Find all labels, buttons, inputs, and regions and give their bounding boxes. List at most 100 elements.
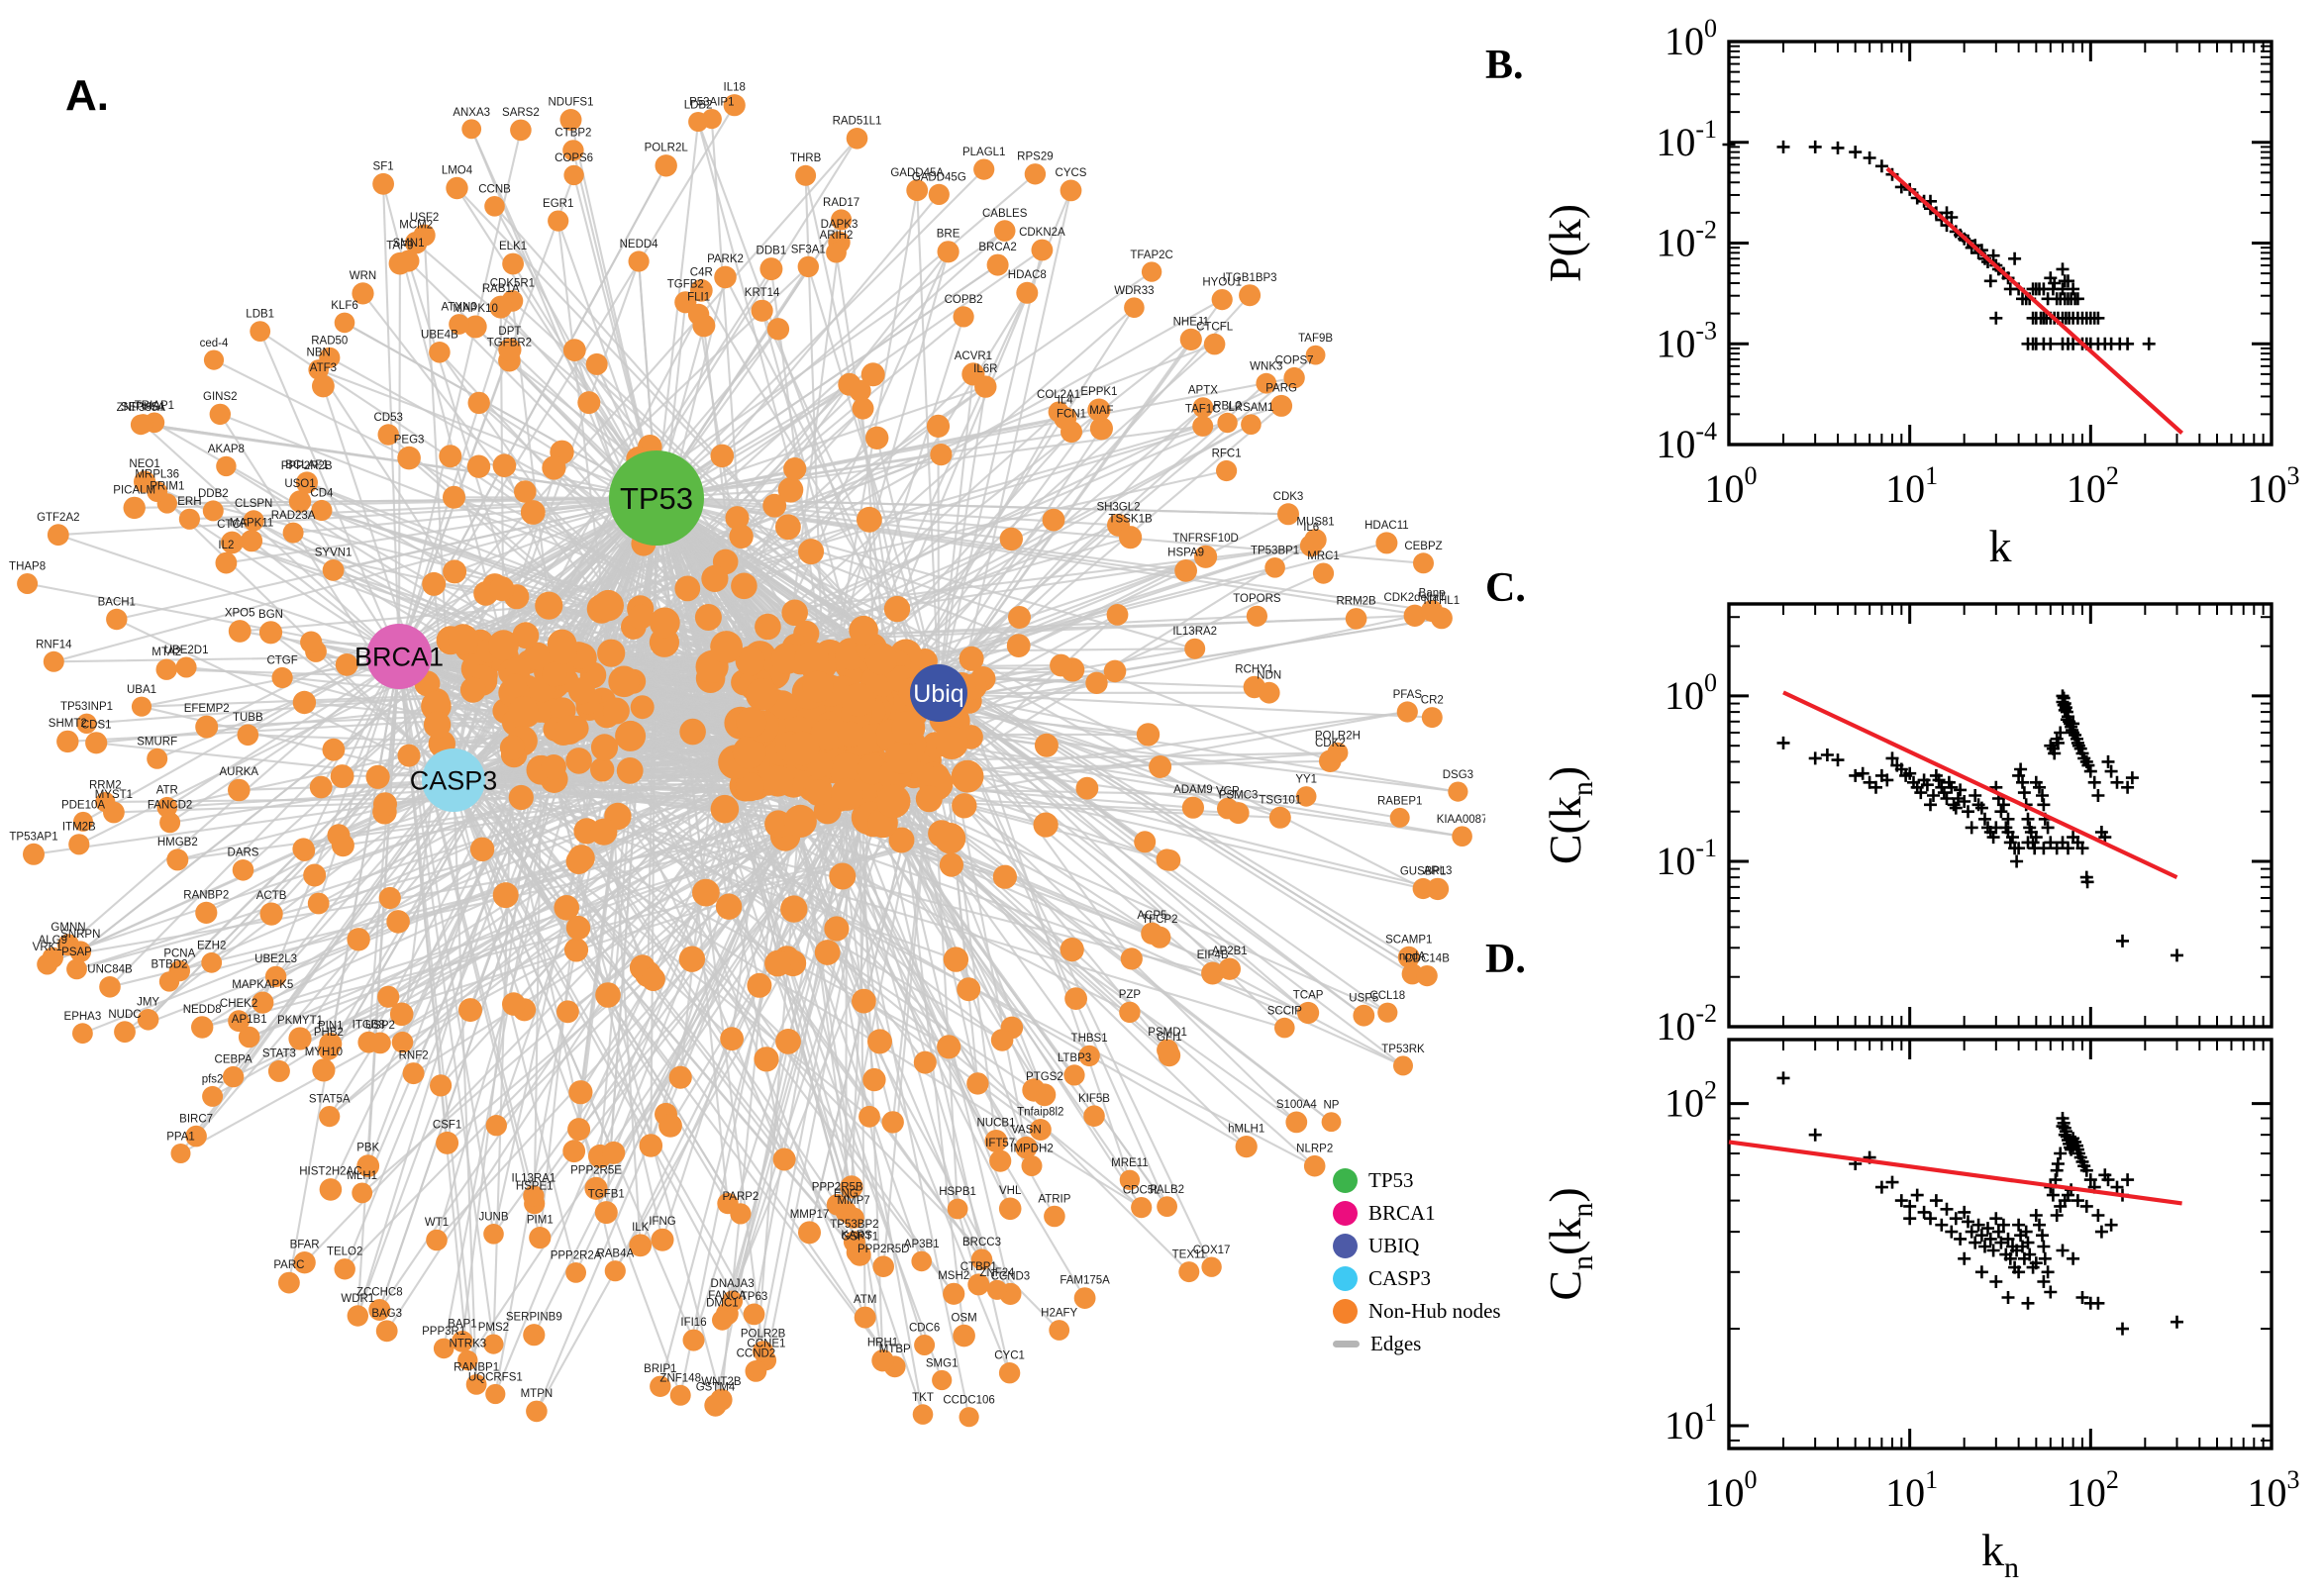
data-point: [2101, 754, 2115, 768]
network-node-label: NHEJ1: [1173, 316, 1209, 328]
network-node: [459, 676, 486, 703]
network-node: [523, 642, 553, 670]
network-node: [957, 977, 981, 1002]
network-node: [843, 1207, 864, 1229]
network-node: [368, 1299, 391, 1321]
data-point: [1989, 821, 2003, 835]
network-node: [641, 966, 665, 992]
network-node-label: MTA2: [152, 647, 181, 658]
data-point: [2012, 768, 2026, 782]
data-point: [1820, 748, 1834, 761]
network-node: [548, 210, 569, 232]
network-node: [397, 446, 421, 470]
network-edge: [916, 189, 941, 695]
network-node-label: PALB2: [1150, 1184, 1184, 1196]
network-node: [542, 455, 566, 480]
network-node: [1119, 526, 1143, 549]
axis-ticks: [1727, 40, 2273, 447]
network-edge: [382, 182, 401, 658]
network-node: [826, 242, 847, 263]
network-node: [1246, 605, 1267, 627]
network-node-label: SMN1: [393, 238, 425, 249]
network-node-label: MUS81: [1296, 517, 1334, 529]
network-node: [378, 886, 401, 910]
data-point: [1776, 736, 1790, 749]
data-point: [2121, 1173, 2135, 1187]
data-point: [1927, 789, 1940, 802]
data-point: [2048, 747, 2062, 760]
data-point: [1989, 311, 2003, 325]
network-node-label: RAD23A: [271, 510, 316, 522]
network-node: [131, 696, 152, 717]
data-point: [2079, 1199, 2093, 1213]
network-node-label: ARL3: [1424, 865, 1453, 877]
network-node: [514, 480, 537, 503]
network-node: [1268, 806, 1291, 829]
network-edge: [655, 496, 1021, 619]
network-node: [397, 744, 421, 767]
network-node-label: PHB2: [314, 1027, 344, 1039]
data-point: [2121, 337, 2135, 350]
network-node-label: PEG3: [394, 434, 425, 446]
network-node: [658, 1114, 682, 1138]
y-axis-label-C: C(kn): [1540, 766, 1599, 864]
network-node-label: NLRP2: [1296, 1143, 1333, 1154]
data-point: [1874, 1180, 1888, 1194]
network-node-label: JUNB: [478, 1212, 508, 1224]
data-point: [2054, 726, 2068, 740]
network-node-label: PARK2: [707, 253, 744, 265]
network-node-label: ERH: [177, 496, 201, 508]
network-node: [584, 1176, 608, 1200]
network-node: [159, 812, 181, 834]
network-node: [990, 1029, 1014, 1051]
network-node-label: COL2A1: [1037, 389, 1080, 401]
data-point: [1949, 1212, 1963, 1226]
network-node-label: BAP1: [448, 1319, 476, 1331]
network-node: [747, 972, 772, 998]
network-node: [308, 359, 330, 380]
network-node-label: TSSK1B: [1109, 514, 1153, 526]
network-edge: [303, 654, 401, 852]
legend-item-edges: Edges: [1333, 1328, 1501, 1360]
network-node: [720, 1027, 744, 1051]
network-node: [992, 864, 1017, 889]
data-point: [2036, 1229, 2049, 1243]
network-edge: [697, 120, 858, 715]
x-axis-label-D: kn: [1981, 1525, 2019, 1584]
network-node-label: TP53AP1: [9, 831, 57, 843]
y-tick-label: 10-2: [1656, 216, 1717, 265]
network-node-label: MYH10: [305, 1047, 343, 1058]
network-node: [772, 1147, 796, 1171]
network-edge: [452, 778, 1143, 1209]
network-node-label: IL4: [1058, 394, 1074, 406]
network-node-label: GFI1: [1157, 1032, 1182, 1044]
data-point: [1894, 1194, 1908, 1208]
network-node: [170, 1144, 191, 1163]
network-node: [312, 1058, 336, 1082]
network-node-label: H2AFY: [1041, 1308, 1077, 1320]
fit-line: [1728, 1140, 2182, 1206]
network-node-label: CCL18: [1369, 990, 1405, 1002]
network-node: [562, 140, 584, 161]
y-axis-label-B: P(k): [1540, 204, 1590, 282]
network-node: [1178, 1261, 1200, 1283]
network-node: [458, 998, 482, 1023]
network-node: [689, 279, 713, 302]
network-node: [195, 901, 218, 925]
network-node-label: THRB: [790, 152, 822, 164]
data-point: [1849, 146, 1863, 159]
network-edge: [452, 778, 802, 823]
legend-item-brca1: BRCA1: [1333, 1197, 1501, 1230]
network-node: [795, 164, 817, 186]
network-node-label: TGFBR2: [487, 337, 532, 349]
data-point: [1885, 751, 1899, 765]
network-node-label: PLAGL1: [962, 147, 1005, 158]
network-node: [798, 1221, 821, 1245]
network-node-label: PMS2: [478, 1322, 509, 1334]
network-node-label: APTX: [1188, 385, 1218, 397]
network-node: [147, 748, 168, 769]
network-node: [797, 255, 819, 278]
network-node: [555, 715, 584, 745]
y-tick-label: 102: [1665, 1076, 1717, 1126]
network-node: [735, 646, 765, 676]
